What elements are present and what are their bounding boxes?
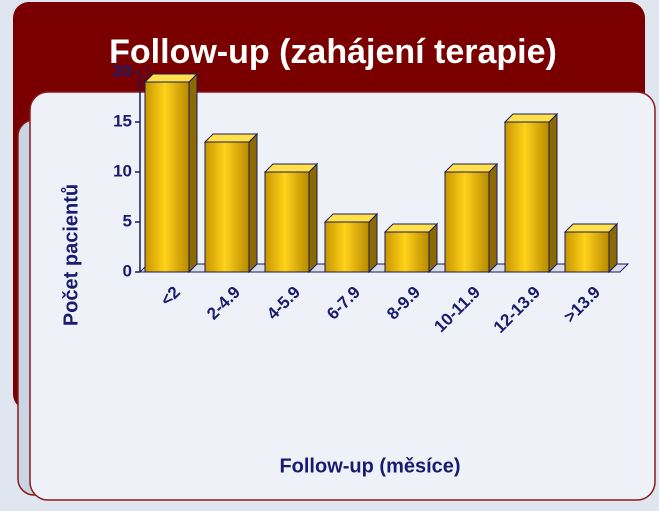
bar-side (248, 132, 258, 274)
bar (264, 171, 310, 273)
bar-top (383, 223, 439, 233)
bar (504, 121, 550, 273)
y-tick-label: 20 (113, 61, 132, 80)
bar (564, 231, 610, 273)
y-tick-label: 0 (123, 261, 132, 280)
bar (444, 171, 490, 273)
bar-side (188, 72, 198, 274)
y-axis-label: Počet pacientů (60, 184, 82, 326)
bar-top (143, 73, 199, 83)
bar-top (203, 133, 259, 143)
bar-side (488, 162, 498, 274)
y-tick-label: 15 (113, 111, 132, 130)
bar-top (443, 163, 499, 173)
bar (204, 141, 250, 273)
bar (324, 221, 370, 273)
bar-side (548, 112, 558, 274)
chart-title: Follow-up (zahájení terapie) (109, 33, 557, 71)
bar-top (563, 223, 619, 233)
x-axis-label: Follow-up (měsíce) (279, 455, 460, 477)
y-tick-label: 10 (113, 161, 132, 180)
bar-side (308, 162, 318, 274)
bar-top (263, 163, 319, 173)
bar (144, 81, 190, 273)
bar-top (503, 113, 559, 123)
bar (384, 231, 430, 273)
bar-top (323, 213, 379, 223)
bar-side (368, 212, 378, 274)
y-tick-label: 5 (123, 211, 132, 230)
